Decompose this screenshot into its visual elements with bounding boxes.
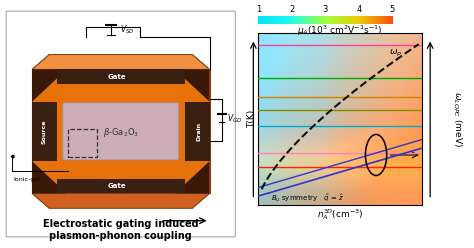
Text: Ionic-gel: Ionic-gel xyxy=(14,177,40,182)
Text: 5: 5 xyxy=(390,5,395,14)
Text: $V_{SD}$: $V_{SD}$ xyxy=(119,24,134,36)
Polygon shape xyxy=(32,193,66,208)
Text: 4: 4 xyxy=(356,5,362,14)
Polygon shape xyxy=(175,69,210,102)
Text: T(K): T(K) xyxy=(247,110,255,128)
Polygon shape xyxy=(32,102,57,161)
Text: 1: 1 xyxy=(255,5,261,14)
Polygon shape xyxy=(175,55,210,69)
Text: Source: Source xyxy=(41,119,46,144)
Text: $V_{GD}$: $V_{GD}$ xyxy=(227,113,242,125)
Text: $\omega_{LOPC}$ (meV): $\omega_{LOPC}$ (meV) xyxy=(451,91,464,147)
Polygon shape xyxy=(175,161,210,193)
Polygon shape xyxy=(32,55,66,69)
Text: 2: 2 xyxy=(289,5,294,14)
Text: Gate: Gate xyxy=(108,74,127,80)
Text: Gate: Gate xyxy=(108,183,127,189)
Polygon shape xyxy=(185,102,210,161)
FancyBboxPatch shape xyxy=(63,103,179,160)
Polygon shape xyxy=(175,193,210,208)
Text: 3: 3 xyxy=(323,5,328,14)
X-axis label: $n_A^{3D}$(cm$^{-3}$): $n_A^{3D}$(cm$^{-3}$) xyxy=(317,207,364,222)
Polygon shape xyxy=(32,69,66,102)
Text: $\omega_p$: $\omega_p$ xyxy=(389,47,402,59)
Polygon shape xyxy=(32,69,210,193)
Text: Electrostatic gating induced
plasmon-phonon coupling: Electrostatic gating induced plasmon-pho… xyxy=(43,219,199,241)
Polygon shape xyxy=(32,193,210,208)
FancyBboxPatch shape xyxy=(6,11,236,237)
Polygon shape xyxy=(32,55,210,69)
Text: $B_u$ symmetry   $\tilde{q}$ = $\hat{z}$: $B_u$ symmetry $\tilde{q}$ = $\hat{z}$ xyxy=(272,193,345,204)
Polygon shape xyxy=(32,55,210,69)
Polygon shape xyxy=(57,69,185,84)
Text: Drain: Drain xyxy=(196,122,201,141)
Polygon shape xyxy=(32,161,66,193)
Text: $\mu_A(10^3$ cm$^2$V$^{-1}$s$^{-1})$: $\mu_A(10^3$ cm$^2$V$^{-1}$s$^{-1})$ xyxy=(297,24,383,38)
Polygon shape xyxy=(57,179,185,193)
Text: $\beta$-Ga$_2$O$_3$: $\beta$-Ga$_2$O$_3$ xyxy=(103,126,139,139)
